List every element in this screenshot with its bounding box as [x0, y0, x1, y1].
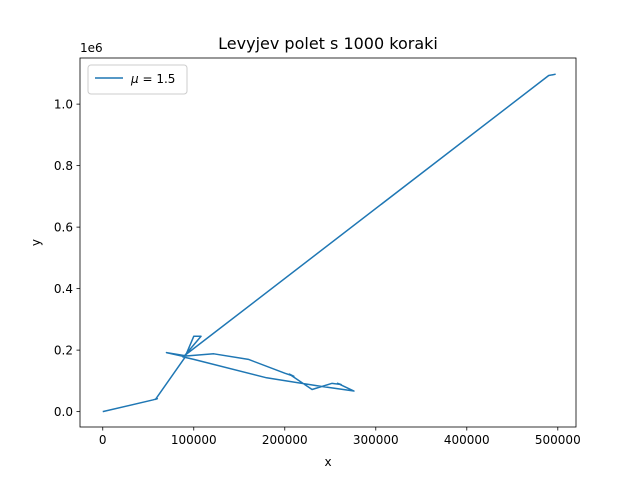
x-tick-label: 400000: [444, 433, 490, 447]
legend-entry-label: μ = 1.5: [130, 72, 175, 86]
y-tick-label: 0.8: [54, 159, 73, 173]
x-axis: 0 100000 200000 300000 400000 500000: [99, 427, 581, 447]
plot-frame: [79, 57, 577, 428]
x-tick-label: 0: [99, 433, 107, 447]
y-tick-label: 0.4: [54, 282, 73, 296]
y-tick-label: 0.0: [54, 405, 73, 419]
legend-box: [87, 64, 188, 95]
y-axis: 0.0 0.2 0.4 0.6 0.8 1.0: [54, 97, 80, 419]
legend-mu-value: = 1.5: [139, 72, 176, 86]
x-axis-label: x: [324, 455, 331, 469]
series-line-0: [102, 73, 556, 413]
legend: μ = 1.5: [87, 64, 188, 95]
plot-area: [79, 57, 577, 428]
y-axis-label: y: [29, 239, 43, 246]
y-tick-label: 1.0: [54, 97, 73, 111]
legend-mu-symbol: μ: [130, 72, 139, 86]
y-tick-label: 0.6: [54, 220, 73, 234]
y-axis-offset-label: 1e6: [80, 41, 103, 55]
x-tick-label: 200000: [262, 433, 308, 447]
x-tick-label: 300000: [353, 433, 399, 447]
x-tick-label: 100000: [171, 433, 217, 447]
x-tick-label: 500000: [535, 433, 581, 447]
chart-title: Levyjev polet s 1000 koraki: [218, 34, 438, 53]
y-tick-label: 0.2: [54, 343, 73, 357]
